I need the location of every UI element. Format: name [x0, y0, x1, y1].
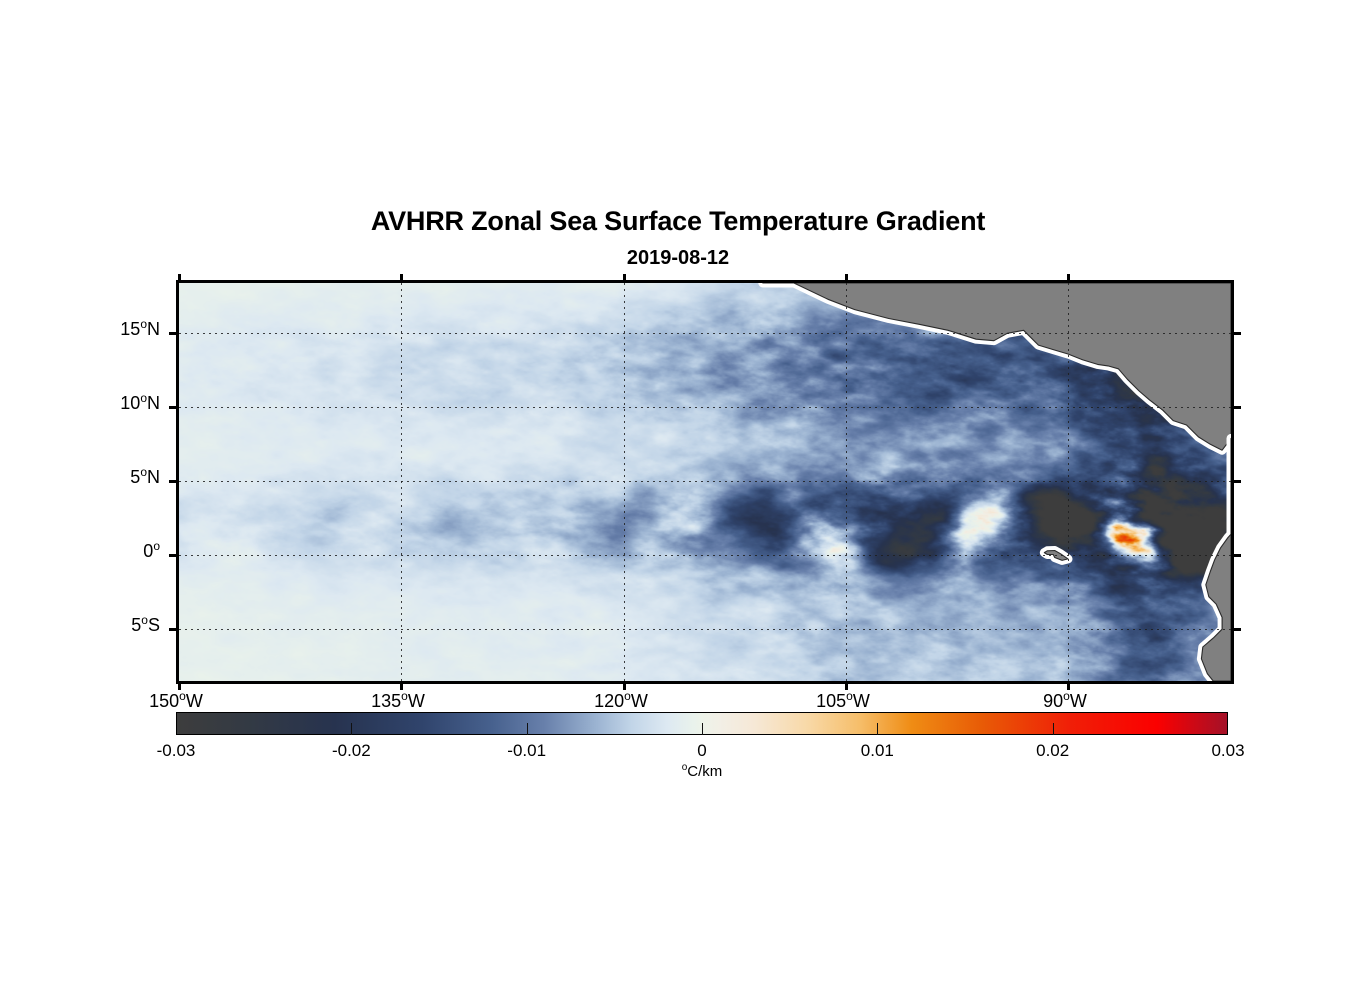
tick-lon-bottom-0 — [178, 681, 181, 690]
y-tick-label-4: 5oS — [131, 613, 160, 635]
landmass-mexico-centralamerica — [762, 283, 1231, 451]
tick-lat-left-1 — [169, 406, 179, 409]
y-tick-label-1: 10oN — [120, 391, 160, 413]
tick-lon-bottom-4 — [1067, 681, 1070, 690]
colorbar-label-6: 0.03 — [1211, 741, 1245, 760]
tick-lat-left-0 — [169, 332, 179, 335]
tick-lat-right-0 — [1231, 332, 1241, 335]
y-tick-label-0: 15oN — [120, 317, 160, 339]
y-tick-label-3: 0o — [143, 539, 160, 561]
y-tick-label-2: 5oN — [130, 465, 160, 487]
tick-lon-top-0 — [178, 274, 181, 283]
tick-lat-right-2 — [1231, 480, 1241, 483]
colorbar-tick-1 — [351, 723, 352, 735]
tick-lon-bottom-2 — [623, 681, 626, 690]
tick-lon-top-2 — [623, 274, 626, 283]
tick-lon-top-4 — [1067, 274, 1070, 283]
x-tick-label-3: 105oW — [816, 689, 870, 711]
tick-lat-right-4 — [1231, 628, 1241, 631]
tick-lat-right-3 — [1231, 554, 1241, 557]
colorbar-unit-label: oC/km — [681, 762, 723, 780]
colorbar-tick-5 — [1053, 723, 1054, 735]
colorbar-label-5: 0.02 — [1036, 741, 1070, 760]
colorbar-label-4: 0.01 — [860, 741, 894, 760]
chart-subtitle-date: 2019-08-12 — [626, 247, 730, 269]
colorbar-tick-2 — [527, 723, 528, 735]
colorbar-label-3: 0 — [697, 741, 707, 760]
colorbar-tick-3 — [702, 723, 703, 735]
colorbar: -0.03 -0.02 -0.01 0 0.01 0.02 0.03 oC/km — [157, 712, 1245, 780]
tick-lat-left-4 — [169, 628, 179, 631]
landmass-south-america — [1200, 437, 1231, 681]
tick-lon-top-1 — [400, 274, 403, 283]
page-title: AVHRR Zonal Sea Surface Temperature Grad… — [370, 206, 986, 236]
tick-lon-bottom-3 — [845, 681, 848, 690]
x-tick-label-1: 135oW — [371, 689, 425, 711]
colorbar-label-2: -0.01 — [507, 741, 547, 760]
tick-lon-top-3 — [845, 274, 848, 283]
map-axes — [169, 274, 1241, 690]
tick-lat-right-1 — [1231, 406, 1241, 409]
x-tick-label-0: 150oW — [149, 689, 203, 711]
tick-lat-left-3 — [169, 554, 179, 557]
heatmap-field — [179, 283, 1231, 681]
x-tick-label-4: 90oW — [1043, 689, 1087, 711]
title-block: AVHRR Zonal Sea Surface Temperature Grad… — [0, 205, 1356, 270]
tick-lon-bottom-1 — [400, 681, 403, 690]
x-tick-label-2: 120oW — [594, 689, 648, 711]
colorbar-label-0: -0.03 — [156, 741, 196, 760]
tick-lat-left-2 — [169, 480, 179, 483]
land-overlay — [758, 283, 1231, 681]
colorbar-label-1: -0.02 — [331, 741, 371, 760]
colorbar-tick-4 — [877, 723, 878, 735]
